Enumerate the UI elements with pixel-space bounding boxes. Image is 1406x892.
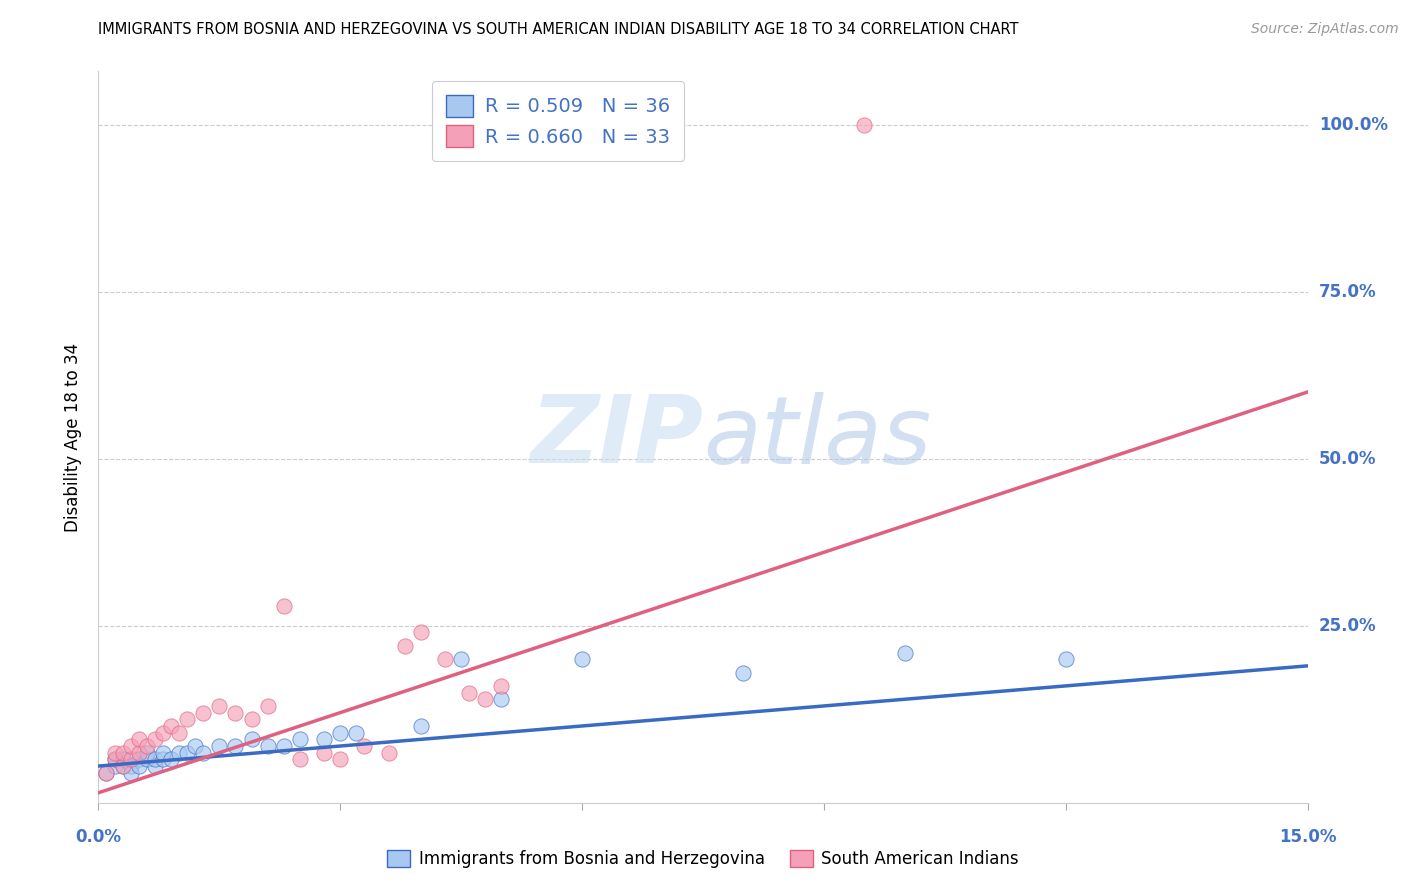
Point <box>167 746 190 760</box>
Point <box>1054 652 1077 666</box>
Point <box>208 739 231 753</box>
Point <box>152 746 174 760</box>
Point <box>314 732 336 747</box>
Text: 100.0%: 100.0% <box>1319 116 1388 134</box>
Point <box>377 746 399 760</box>
Point <box>409 719 432 733</box>
Point <box>853 118 876 132</box>
Point <box>128 732 150 747</box>
Point <box>128 759 150 773</box>
Point <box>120 739 142 753</box>
Point <box>128 752 150 766</box>
Point <box>111 759 134 773</box>
Point <box>103 752 125 766</box>
Point <box>152 725 174 739</box>
Point <box>135 746 157 760</box>
Text: IMMIGRANTS FROM BOSNIA AND HERZEGOVINA VS SOUTH AMERICAN INDIAN DISABILITY AGE 1: IMMIGRANTS FROM BOSNIA AND HERZEGOVINA V… <box>98 22 1019 37</box>
Y-axis label: Disability Age 18 to 34: Disability Age 18 to 34 <box>65 343 83 532</box>
Text: 25.0%: 25.0% <box>1319 616 1376 635</box>
Point <box>256 739 278 753</box>
Point <box>474 692 496 706</box>
Point <box>314 746 336 760</box>
Text: ZIP: ZIP <box>530 391 703 483</box>
Point <box>184 739 207 753</box>
Point <box>160 719 183 733</box>
Point <box>571 652 593 666</box>
Point <box>193 706 215 720</box>
Point <box>143 732 166 747</box>
Point <box>224 739 246 753</box>
Point <box>143 752 166 766</box>
Point <box>353 739 375 753</box>
Legend: R = 0.509   N = 36, R = 0.660   N = 33: R = 0.509 N = 36, R = 0.660 N = 33 <box>432 81 683 161</box>
Point <box>111 752 134 766</box>
Point <box>193 746 215 760</box>
Point <box>288 752 311 766</box>
Point <box>208 698 231 713</box>
Point <box>394 639 416 653</box>
Point <box>256 698 278 713</box>
Point <box>135 752 157 766</box>
Point <box>491 692 513 706</box>
Point <box>224 706 246 720</box>
Text: 0.0%: 0.0% <box>76 828 121 846</box>
Point <box>176 712 198 726</box>
Legend: Immigrants from Bosnia and Herzegovina, South American Indians: Immigrants from Bosnia and Herzegovina, … <box>381 843 1025 875</box>
Point <box>143 759 166 773</box>
Point <box>160 752 183 766</box>
Point <box>458 685 481 699</box>
Point <box>273 739 295 753</box>
Text: 75.0%: 75.0% <box>1319 283 1376 301</box>
Point <box>111 746 134 760</box>
Text: atlas: atlas <box>703 392 931 483</box>
Point <box>329 752 352 766</box>
Point <box>273 599 295 613</box>
Point <box>120 759 142 773</box>
Point <box>103 759 125 773</box>
Text: 15.0%: 15.0% <box>1279 828 1336 846</box>
Text: Source: ZipAtlas.com: Source: ZipAtlas.com <box>1251 22 1399 37</box>
Point <box>491 679 513 693</box>
Point <box>135 739 157 753</box>
Text: 50.0%: 50.0% <box>1319 450 1376 467</box>
Point <box>240 732 263 747</box>
Point <box>733 665 755 680</box>
Point <box>167 725 190 739</box>
Point <box>152 752 174 766</box>
Point <box>96 765 118 780</box>
Point <box>176 746 198 760</box>
Point <box>103 746 125 760</box>
Point <box>120 752 142 766</box>
Point <box>893 646 915 660</box>
Point <box>450 652 472 666</box>
Point <box>329 725 352 739</box>
Point <box>96 765 118 780</box>
Point <box>103 752 125 766</box>
Point <box>344 725 367 739</box>
Point <box>409 625 432 640</box>
Point <box>288 732 311 747</box>
Point <box>434 652 457 666</box>
Point <box>240 712 263 726</box>
Point <box>111 759 134 773</box>
Point <box>120 765 142 780</box>
Point <box>128 746 150 760</box>
